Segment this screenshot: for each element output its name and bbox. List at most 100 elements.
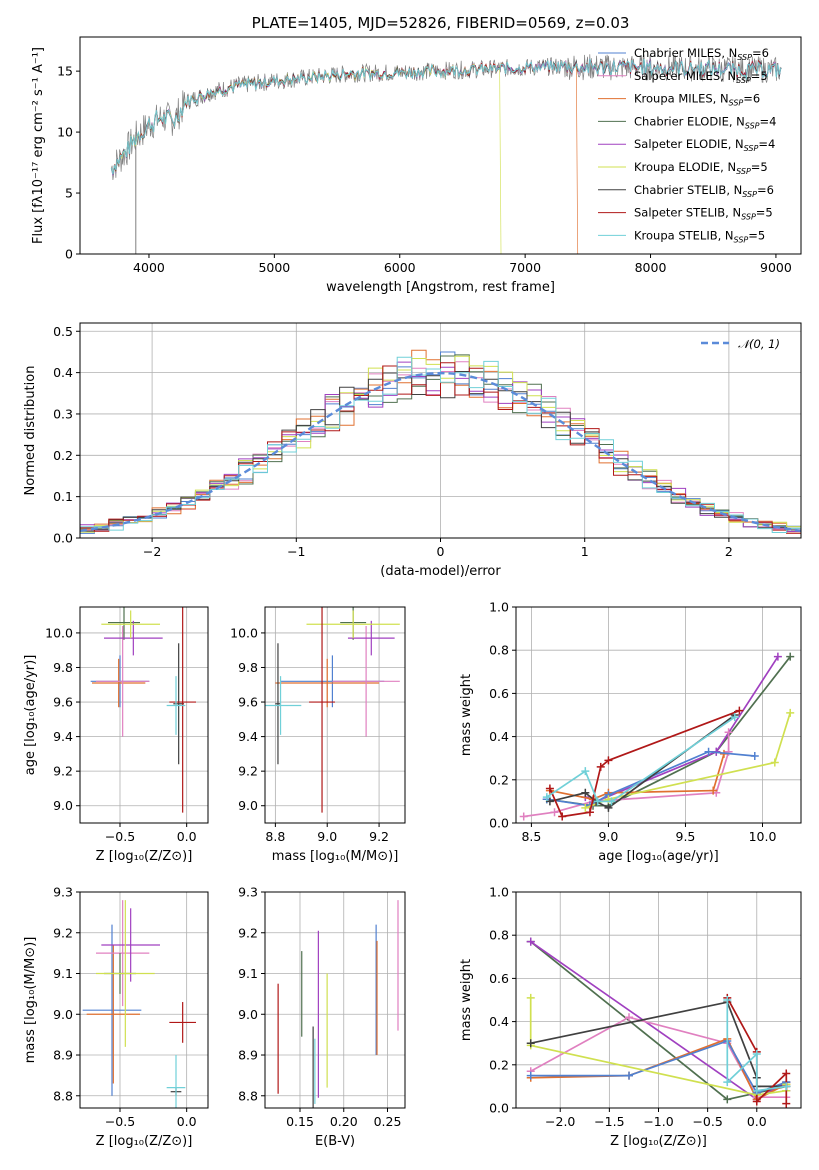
x-tick-label: 8000 [635,260,667,275]
weight-marker [782,1069,791,1078]
x-tick-label: −0.5 [105,829,135,844]
x-tick-label: −2 [143,544,161,559]
x-tick-label: −0.5 [692,1114,722,1129]
y-tick-label: 0.5 [53,324,73,339]
y-axis-label: mass [log₁₀(M/M⊙)] [23,937,38,1064]
weight-marker [596,762,605,771]
weight-series [523,732,730,818]
weight-marker [752,1097,761,1106]
error-point [275,643,281,765]
y-tick-label: 9.3 [238,885,258,900]
error-point [306,610,400,639]
y-axis-label: mass weight [459,959,474,1041]
y-axis-label: mass weight [459,674,474,756]
error-point [169,1002,196,1043]
y-tick-label: 9.0 [238,1007,258,1022]
residuals-plot-area [80,349,801,534]
y-tick-label: 8.9 [53,1048,73,1063]
error-point [104,620,163,656]
y-axis-label: Normed distribution [23,366,38,496]
weight-marker [773,652,782,661]
residual-histogram [80,356,801,533]
mass_vs_ebv-frame [264,891,406,1109]
age_vs_mass-plot-area [265,607,400,813]
weight_vs_Z-panel: −2.0 −1.5 −1.0 −0.5 0.0 0.0 0.2 0.4 0.6 0.8 1.0 Z [… [459,885,802,1149]
x-tick-label: 9.0 [598,829,618,844]
weight-marker [607,797,616,806]
weight-marker [581,803,590,812]
weight-marker [581,767,590,776]
model-spectrum [110,58,782,175]
weight-marker [724,728,733,737]
x-axis-label: age [log₁₀(age/yr)] [598,849,719,864]
weight-marker [704,747,713,756]
y-tick-label: 9.4 [238,729,258,744]
weight-marker [786,708,795,717]
x-tick-label: 4000 [133,260,165,275]
weight-marker [735,706,744,715]
y-tick-label: 9.8 [53,660,73,675]
x-axis-label: Z [log₁₀(Z/Z⊙)] [96,1134,193,1149]
x-tick-label: −1.0 [643,1114,673,1129]
x-tick-label: 8.5 [521,829,541,844]
error-point [96,900,150,1007]
y-tick-label: 0.4 [489,729,509,744]
weight-marker [519,812,528,821]
x-tick-label: 0.15 [286,1114,314,1129]
legend-label: Kroupa STELIB, NSSP=5 [634,228,765,244]
x-tick-label: 6000 [384,260,416,275]
spectrum-legend: Chabrier MILES, NSSP=6 Salpeter MILES, NS… [598,46,776,244]
x-tick-label: 0.25 [374,1114,402,1129]
weight-marker [723,1078,732,1087]
y-tick-label: 9.8 [238,660,258,675]
weight-marker [545,784,554,793]
weight-marker [526,937,535,946]
y-tick-label: 9.1 [53,966,73,981]
y-tick-label: 9.6 [53,695,73,710]
x-axis-label: Z [log₁₀(Z/Z⊙)] [96,849,193,864]
weight-marker [526,1039,535,1048]
error-point [166,676,186,735]
error-point [101,610,160,639]
x-axis-label: (data-model)/error [380,564,501,579]
error-point [169,607,196,813]
legend-label: Chabrier ELODIE, NSSP=4 [634,114,776,130]
x-tick-label: −1.5 [594,1114,624,1129]
y-tick-label: 0.4 [53,365,73,380]
legend-label: Salpeter ELODIE, NSSP=4 [634,137,775,153]
weight-marker [625,1071,634,1080]
legend-label: Salpeter MILES, NSSP=5 [634,69,768,85]
legend-label: Chabrier STELIB, NSSP=6 [634,183,774,199]
weight-series [546,656,791,807]
weight-marker [585,808,594,817]
age_vs_Z-frame [79,606,209,824]
y-tick-label: 0.2 [53,448,73,463]
error-point [101,908,160,982]
mass_vs_Z-plot-area [82,900,196,1108]
x-tick-label: 9000 [760,260,792,275]
weight-marker [604,803,613,812]
error-point [275,658,380,708]
error-point [332,626,400,737]
weight-marker [550,808,559,817]
weight-marker [709,786,718,795]
x-tick-label: 5000 [258,260,290,275]
x-tick-label: 0.20 [330,1114,358,1129]
y-tick-label: 9.2 [53,764,73,779]
x-tick-label: −1 [287,544,305,559]
mass_vs_Z-panel: −0.5 0.0 8.8 8.9 9.0 9.1 9.2 9.3 Z [log₁₀(Z/Z⊙)]… [23,885,209,1149]
error-point [166,1055,186,1108]
x-tick-label: 7000 [509,260,541,275]
y-tick-label: 9.2 [238,764,258,779]
error-point [108,607,140,640]
weight-marker [545,797,554,806]
y-tick-label: 0.1 [53,489,73,504]
age_vs_Z-plot-area [90,607,196,813]
model-spectrum [110,62,502,254]
y-tick-label: 1.0 [489,885,509,900]
x-axis-label: Z [log₁₀(Z/Z⊙)] [610,1134,707,1149]
y-tick-label: 0.6 [489,686,509,701]
weight-marker [752,1050,761,1058]
chart-title: PLATE=1405, MJD=52826, FIBERID=0569, z=0… [252,14,630,32]
